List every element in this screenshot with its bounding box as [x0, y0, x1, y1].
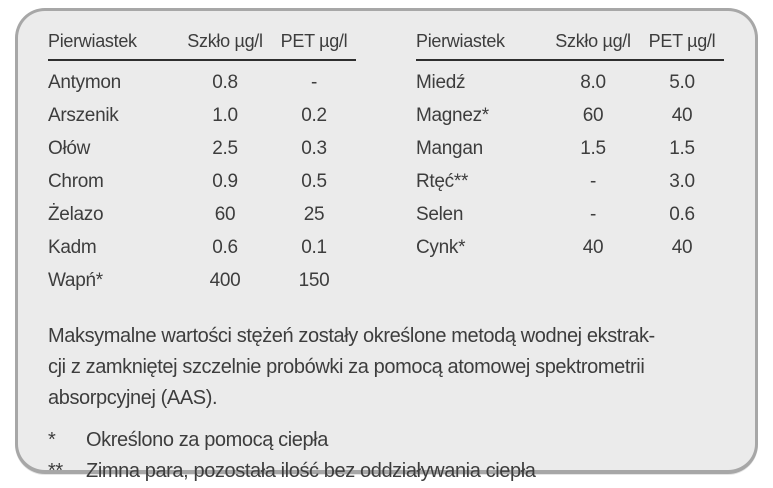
element-name-cell: Żelazo [48, 203, 104, 225]
glass-value-cell: 1.0 [212, 104, 238, 126]
method-note: Maksymalne wartości stężeń zostały okreś… [48, 321, 734, 414]
table-row: Selen - 0.6 [416, 198, 724, 231]
table-row: Magnez* 60 40 [416, 99, 724, 132]
pet-value-cell: 1.5 [669, 137, 695, 159]
table-row: Rtęć** - 3.0 [416, 165, 724, 198]
footnotes: * Określono za pomocą ciepła ** Zimna pa… [48, 425, 725, 487]
pet-value-cell: 0.2 [301, 104, 327, 126]
element-name-cell: Magnez* [416, 104, 489, 126]
pet-value-cell: 5.0 [669, 71, 695, 93]
glass-value-cell: 400 [209, 269, 241, 291]
method-note-line: cji z zamkniętej szczelnie probówki za p… [48, 356, 645, 378]
header-element: Pierwiastek [48, 31, 178, 61]
header-pet: PET µg/l [640, 31, 724, 61]
element-name-cell: Ołów [48, 137, 91, 159]
table-row: Żelazo 60 25 [48, 198, 356, 231]
table-header-row: Pierwiastek Szkło µg/l PET µg/l [416, 31, 724, 61]
element-name-cell: Mangan [416, 137, 483, 159]
element-name-cell: Kadm [48, 236, 97, 258]
table-row: Kadm 0.6 0.1 [48, 231, 356, 264]
table-row: Antymon 0.8 - [48, 66, 356, 99]
element-name-cell: Arszenik [48, 104, 119, 126]
header-pet: PET µg/l [272, 31, 356, 61]
glass-value-cell: 0.8 [212, 71, 238, 93]
table-row: Cynk* 40 40 [416, 231, 724, 264]
pet-value-cell: 0.6 [669, 203, 695, 225]
glass-value-cell: 1.5 [580, 137, 606, 159]
element-name-cell: Rtęć** [416, 170, 469, 192]
tables-row: Pierwiastek Szkło µg/l PET µg/l Antymon … [48, 31, 725, 297]
glass-value-cell: 8.0 [580, 71, 606, 93]
pet-value-cell: 0.5 [301, 170, 327, 192]
pet-value-cell: 40 [671, 236, 693, 258]
glass-value-cell: 40 [582, 236, 604, 258]
table-row: Miedź 8.0 5.0 [416, 66, 724, 99]
method-note-line: absorpcyjnej (AAS). [48, 387, 218, 409]
glass-value-cell: 60 [214, 203, 236, 225]
table-row: Chrom 0.9 0.5 [48, 165, 356, 198]
table-row: Arszenik 1.0 0.2 [48, 99, 356, 132]
footnote-text: Określono za pomocą ciepła [86, 429, 328, 451]
pet-value-cell: 0.1 [301, 236, 327, 258]
pet-value-cell: 25 [303, 203, 325, 225]
element-name-cell: Cynk* [416, 236, 466, 258]
footnote-marker: ** [48, 460, 63, 482]
table-row: Ołów 2.5 0.3 [48, 132, 356, 165]
footnote-marker: * [48, 429, 56, 451]
pet-value-cell: - [310, 71, 318, 93]
glass-value-cell: 60 [582, 104, 604, 126]
pet-value-cell: 3.0 [669, 170, 695, 192]
element-name-cell: Wapń* [48, 269, 103, 291]
pet-value-cell: 40 [671, 104, 693, 126]
element-name-cell: Miedź [416, 71, 466, 93]
header-element: Pierwiastek [416, 31, 546, 61]
glass-value-cell: - [589, 170, 597, 192]
element-name-cell: Antymon [48, 71, 121, 93]
glass-value-cell: - [589, 203, 597, 225]
table-header-row: Pierwiastek Szkło µg/l PET µg/l [48, 31, 356, 61]
footnote-double-asterisk: ** Zimna para, pozostała ilość bez oddzi… [48, 456, 725, 487]
footnote-text: Zimna para, pozostała ilość bez oddziały… [86, 460, 536, 482]
header-glass: Szkło µg/l [178, 31, 272, 61]
measurement-info-card: Pierwiastek Szkło µg/l PET µg/l Antymon … [15, 8, 758, 482]
element-name-cell: Chrom [48, 170, 104, 192]
elements-table-right: Pierwiastek Szkło µg/l PET µg/l Miedź 8.… [416, 31, 724, 264]
glass-value-cell: 0.9 [212, 170, 238, 192]
element-name-cell: Selen [416, 203, 464, 225]
header-glass: Szkło µg/l [546, 31, 640, 61]
elements-table-left: Pierwiastek Szkło µg/l PET µg/l Antymon … [48, 31, 356, 297]
table-row: Mangan 1.5 1.5 [416, 132, 724, 165]
glass-value-cell: 0.6 [212, 236, 238, 258]
pet-value-cell: 0.3 [301, 137, 327, 159]
glass-value-cell: 2.5 [212, 137, 238, 159]
method-note-line: Maksymalne wartości stężeń zostały okreś… [48, 325, 655, 347]
pet-value-cell: 150 [298, 269, 330, 291]
footnote-single-asterisk: * Określono za pomocą ciepła [48, 425, 725, 456]
table-row: Wapń* 400 150 [48, 264, 356, 297]
